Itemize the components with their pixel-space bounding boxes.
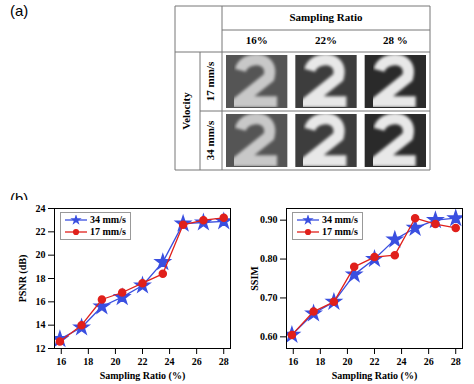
- svg-text:28: 28: [219, 356, 229, 367]
- svg-text:22: 22: [36, 226, 46, 237]
- svg-text:16: 16: [288, 356, 298, 367]
- html-text:34 mm/s: 34 mm/s: [322, 214, 358, 225]
- svg-text:0.60: 0.60: [260, 331, 278, 342]
- html-text:17 mm/s: 17 mm/s: [322, 226, 358, 237]
- svg-text:26: 26: [192, 356, 202, 367]
- svg-text:22%: 22%: [315, 34, 337, 46]
- svg-text:Velocity: Velocity: [180, 92, 192, 130]
- html-text:17 mm/s: 17 mm/s: [90, 226, 126, 237]
- svg-text:16: 16: [36, 296, 46, 307]
- svg-text:16: 16: [56, 356, 66, 367]
- svg-text:24: 24: [165, 356, 175, 367]
- svg-text:34 mm/s: 34 mm/s: [204, 120, 216, 160]
- svg-text:22: 22: [138, 356, 148, 367]
- svg-text:PSNR (dB): PSNR (dB): [17, 255, 29, 303]
- svg-text:28: 28: [451, 356, 461, 367]
- svg-text:0.90: 0.90: [260, 214, 278, 225]
- svg-text:18: 18: [83, 356, 93, 367]
- svg-text:0.70: 0.70: [260, 292, 278, 303]
- svg-text:28 %: 28 %: [383, 34, 408, 46]
- svg-text:26: 26: [424, 356, 434, 367]
- svg-text:17 mm/s: 17 mm/s: [204, 61, 216, 101]
- svg-text:24: 24: [36, 203, 46, 214]
- html-text:(a): (a): [10, 2, 29, 19]
- svg-text:20: 20: [342, 356, 352, 367]
- svg-text:12: 12: [36, 343, 46, 354]
- svg-text:22: 22: [370, 356, 380, 367]
- svg-text:20: 20: [110, 356, 120, 367]
- svg-text:SSIM: SSIM: [249, 266, 260, 291]
- svg-text:24: 24: [397, 356, 407, 367]
- svg-text:Sampling Ratio: Sampling Ratio: [289, 11, 363, 23]
- html-text:34 mm/s: 34 mm/s: [90, 214, 126, 225]
- svg-text:16%: 16%: [246, 34, 268, 46]
- svg-text:0.80: 0.80: [260, 253, 278, 264]
- svg-text:Sampling Ratio (%): Sampling Ratio (%): [332, 370, 418, 382]
- svg-text:Sampling Ratio (%): Sampling Ratio (%): [100, 370, 186, 382]
- svg-text:18: 18: [36, 273, 46, 284]
- svg-text:14: 14: [36, 319, 46, 330]
- svg-text:20: 20: [36, 249, 46, 260]
- svg-text:18: 18: [315, 356, 325, 367]
- html-text:(b): (b): [10, 190, 29, 207]
